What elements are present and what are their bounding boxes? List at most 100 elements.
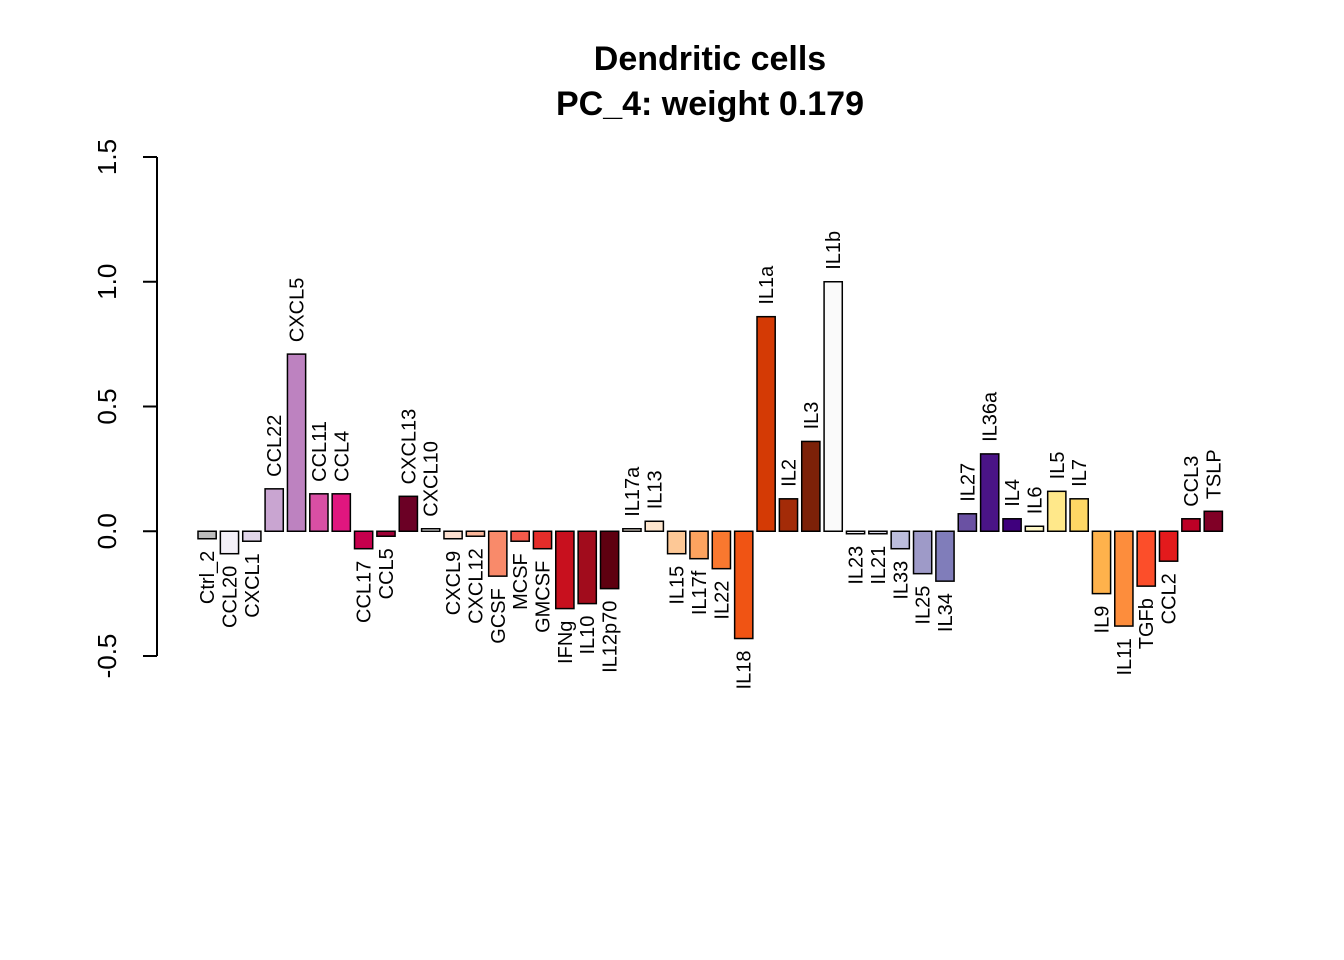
bar-label: CCL11 xyxy=(309,421,331,482)
bar-label: Ctrl_2 xyxy=(197,551,219,604)
bar-il3 xyxy=(800,440,821,532)
bar-gmcsf xyxy=(532,530,553,550)
bar-label: CXCL12 xyxy=(465,548,487,624)
bar-label: CCL3 xyxy=(1181,456,1203,507)
bar-label: CCL4 xyxy=(331,431,353,482)
bar-ccl22 xyxy=(264,488,285,532)
bar-label: CCL20 xyxy=(219,566,241,628)
bar-label: CXCL1 xyxy=(242,553,264,617)
bar-label: IL22 xyxy=(711,581,733,620)
bar-ccl11 xyxy=(309,493,329,533)
bar-il22 xyxy=(711,530,732,570)
bar-label: IFNg xyxy=(555,621,577,664)
y-tick-label: 0.5 xyxy=(92,388,122,424)
bar-mcsf xyxy=(510,530,530,542)
bar-il2 xyxy=(778,498,799,533)
bar-label: TGFb xyxy=(1136,598,1158,649)
bar-label: MCSF xyxy=(510,553,532,610)
bar-tgfb xyxy=(1136,530,1157,587)
bar-label: CXCL10 xyxy=(421,441,443,517)
bar-il21 xyxy=(868,530,888,535)
bar-label: IL18 xyxy=(734,651,756,690)
bar-cxcl10 xyxy=(420,528,441,533)
bar-il5 xyxy=(1046,490,1067,532)
bar-label: TSLP xyxy=(1203,449,1225,499)
bar-il15 xyxy=(666,530,687,555)
bar-label: CCL2 xyxy=(1159,573,1181,624)
bar-il17f xyxy=(689,530,709,560)
bar-label: IL3 xyxy=(801,402,823,430)
bar-label: IL10 xyxy=(577,616,599,655)
bar-label: IL1b xyxy=(823,231,845,270)
y-tick-label: 1.0 xyxy=(92,264,122,300)
bar-label: GCSF xyxy=(488,588,510,644)
bar-label: IL1a xyxy=(756,265,778,305)
bar-il18 xyxy=(733,530,754,640)
bar-il25 xyxy=(912,530,933,575)
bar-il11 xyxy=(1114,530,1134,627)
bar-cxcl5 xyxy=(286,353,307,533)
y-tick-label: -0.5 xyxy=(92,634,122,679)
bar-il1b xyxy=(823,281,844,532)
bar-label: IL17f xyxy=(689,570,711,615)
bar-cxcl13 xyxy=(398,495,419,533)
bar-il33 xyxy=(890,530,911,550)
bar-label: IL6 xyxy=(1024,486,1046,514)
bar-label: IL12p70 xyxy=(600,601,622,673)
bar-il34 xyxy=(935,530,955,582)
bar-il7 xyxy=(1069,498,1089,533)
bar-ifng xyxy=(555,530,575,610)
y-tick-label: 1.5 xyxy=(92,139,122,175)
bar-label: IL7 xyxy=(1069,459,1091,487)
bar-il1a xyxy=(756,315,776,532)
bar-il10 xyxy=(577,530,598,605)
bar-il12p70 xyxy=(599,530,620,590)
bar-label: IL13 xyxy=(644,470,666,509)
bar-il6 xyxy=(1024,525,1045,533)
bar-label: IL33 xyxy=(890,561,912,600)
bar-cxcl1 xyxy=(241,530,262,542)
bar-label: CCL5 xyxy=(376,548,398,599)
bar-ccl2 xyxy=(1158,530,1179,562)
bar-cxcl12 xyxy=(465,530,486,537)
chart-title: Dendritic cells xyxy=(594,40,826,78)
bar-il13 xyxy=(644,520,665,533)
bar-label: CXCL5 xyxy=(287,278,309,342)
bar-il23 xyxy=(845,530,866,535)
bars xyxy=(197,281,1224,640)
bar-il36a xyxy=(979,453,1000,532)
bar-label: IL4 xyxy=(1002,479,1024,507)
bar-label: GMCSF xyxy=(533,561,555,633)
bar-il27 xyxy=(957,513,978,532)
bar-label: IL15 xyxy=(667,566,689,605)
y-axis: -0.5 0.0 0.5 1.0 1.5 xyxy=(92,139,158,679)
bar-il9 xyxy=(1091,530,1112,595)
bar-label: IL11 xyxy=(1114,638,1136,675)
bar-label: CXCL13 xyxy=(398,409,420,485)
bar-label: IL21 xyxy=(868,546,890,585)
bar-label: IL34 xyxy=(935,593,957,632)
bar-ccl17 xyxy=(353,530,374,550)
bar-tslp xyxy=(1203,510,1224,533)
y-tick-label: 0.0 xyxy=(92,513,122,549)
bar-il17a xyxy=(622,528,642,533)
bar-label: IL5 xyxy=(1047,452,1069,480)
bar-il4 xyxy=(1002,518,1022,533)
bar-ccl5 xyxy=(376,530,396,537)
bar-label: IL23 xyxy=(846,546,868,585)
bar-labels: Ctrl_2 CCL20 CXCL1 CCL22 CXCL5 CCL11 CCL4 CCL17… xyxy=(197,231,1225,690)
bar-label: IL27 xyxy=(957,463,979,502)
bar-label: IL2 xyxy=(778,459,800,487)
bar-label: IL17a xyxy=(622,466,644,517)
bar-label: CCL22 xyxy=(264,415,286,477)
bar-ccl20 xyxy=(219,530,240,555)
bar-ccl4 xyxy=(331,493,352,533)
bar-cxcl9 xyxy=(443,530,463,540)
bar-gcsf xyxy=(487,530,508,577)
bar-label: IL9 xyxy=(1092,606,1114,634)
bar-ctrl-2 xyxy=(197,530,217,540)
bar-label: CCL17 xyxy=(354,561,376,623)
bar-ccl3 xyxy=(1181,518,1201,533)
chart-subtitle: PC_4: weight 0.179 xyxy=(556,85,864,123)
